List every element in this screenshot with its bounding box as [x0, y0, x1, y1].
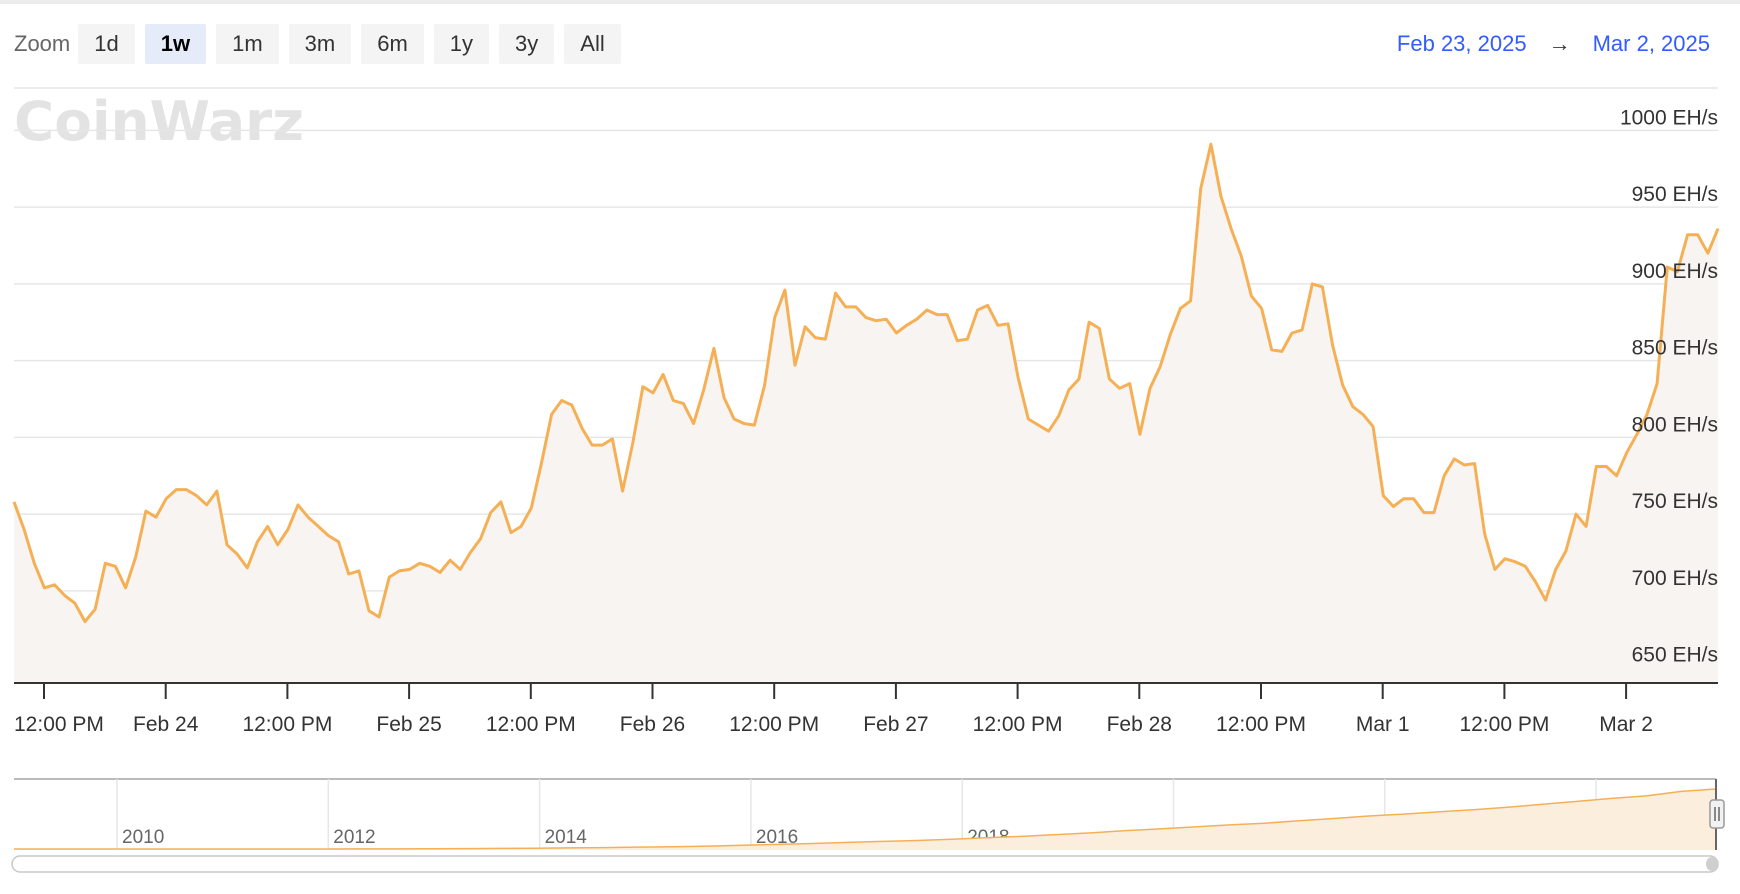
navigator-handle[interactable]	[1709, 799, 1725, 829]
x-tick-label: 12:00 PM	[729, 713, 819, 736]
navigator-line	[14, 788, 1717, 850]
x-tick-label: Mar 2	[1599, 713, 1653, 736]
y-tick-label: 850 EH/s	[1632, 337, 1718, 360]
range-from-input[interactable]: Feb 23, 2025	[1396, 31, 1527, 56]
zoom-1d-button[interactable]: 1d	[78, 24, 135, 64]
navigator-tick-label: 2016	[756, 827, 798, 848]
axes: 650 EH/s 700 EH/s 750 EH/s 800 EH/s 850 EH/s…	[14, 106, 1718, 736]
coinwarz-watermark: CoinWarz	[14, 90, 304, 153]
x-tick-label: Mar 1	[1356, 713, 1410, 736]
zoom-1w-button[interactable]: 1w	[144, 24, 207, 64]
x-tick-label: Feb 28	[1107, 713, 1172, 736]
x-tick-label: 12:00 PM	[14, 713, 104, 736]
zoom-toolbar: Zoom 1d 1w 1m 3m 6m 1y 3y All	[14, 24, 631, 64]
zoom-3y-button[interactable]: 3y	[499, 24, 555, 64]
navigator-tick-label: 2014	[545, 827, 588, 848]
navigator[interactable]: 20102012201420162018202020222024	[11, 778, 1725, 873]
arrow-right-icon: →	[1548, 31, 1571, 56]
navigator-tick-label: 2010	[122, 827, 164, 848]
y-tick-label: 950 EH/s	[1632, 183, 1718, 206]
series	[12, 142, 1720, 683]
y-tick-label: 1000 EH/s	[1620, 106, 1718, 129]
scrollbar-thumb[interactable]	[1706, 857, 1718, 871]
date-range: Feb 23, 2025 → Mar 2, 2025	[1397, 26, 1710, 62]
y-tick-label: 700 EH/s	[1632, 567, 1718, 590]
x-tick-label: 12:00 PM	[486, 713, 576, 736]
x-tick-label: Feb 25	[376, 713, 441, 736]
x-tick-label: Feb 27	[863, 713, 928, 736]
x-tick-label: 12:00 PM	[242, 713, 332, 736]
x-tick-label: 12:00 PM	[973, 713, 1063, 736]
top-border	[0, 0, 1740, 4]
zoom-6m-button[interactable]: 6m	[361, 24, 424, 64]
y-tick-label: 650 EH/s	[1632, 644, 1718, 667]
zoom-all-button[interactable]: All	[564, 24, 621, 64]
y-tick-label: 900 EH/s	[1632, 260, 1718, 283]
x-tick-label: Feb 26	[620, 713, 685, 736]
series-line	[12, 142, 1720, 624]
zoom-3m-button[interactable]: 3m	[288, 24, 352, 64]
navigator-tick-label: 2012	[333, 827, 375, 848]
x-tick-label: Feb 24	[133, 713, 199, 736]
x-tick-label: 12:00 PM	[1216, 713, 1306, 736]
series-area	[14, 144, 1718, 683]
zoom-1y-button[interactable]: 1y	[433, 24, 490, 64]
y-tick-label: 800 EH/s	[1632, 413, 1718, 436]
y-tick-label: 750 EH/s	[1632, 490, 1718, 513]
range-to-input[interactable]: Mar 2, 2025	[1592, 31, 1710, 56]
scrollbar-track[interactable]	[11, 855, 1719, 873]
zoom-label: Zoom	[14, 31, 71, 56]
x-tick-label: 12:00 PM	[1459, 713, 1549, 736]
zoom-1m-button[interactable]: 1m	[216, 24, 279, 64]
navigator-area	[14, 789, 1716, 850]
